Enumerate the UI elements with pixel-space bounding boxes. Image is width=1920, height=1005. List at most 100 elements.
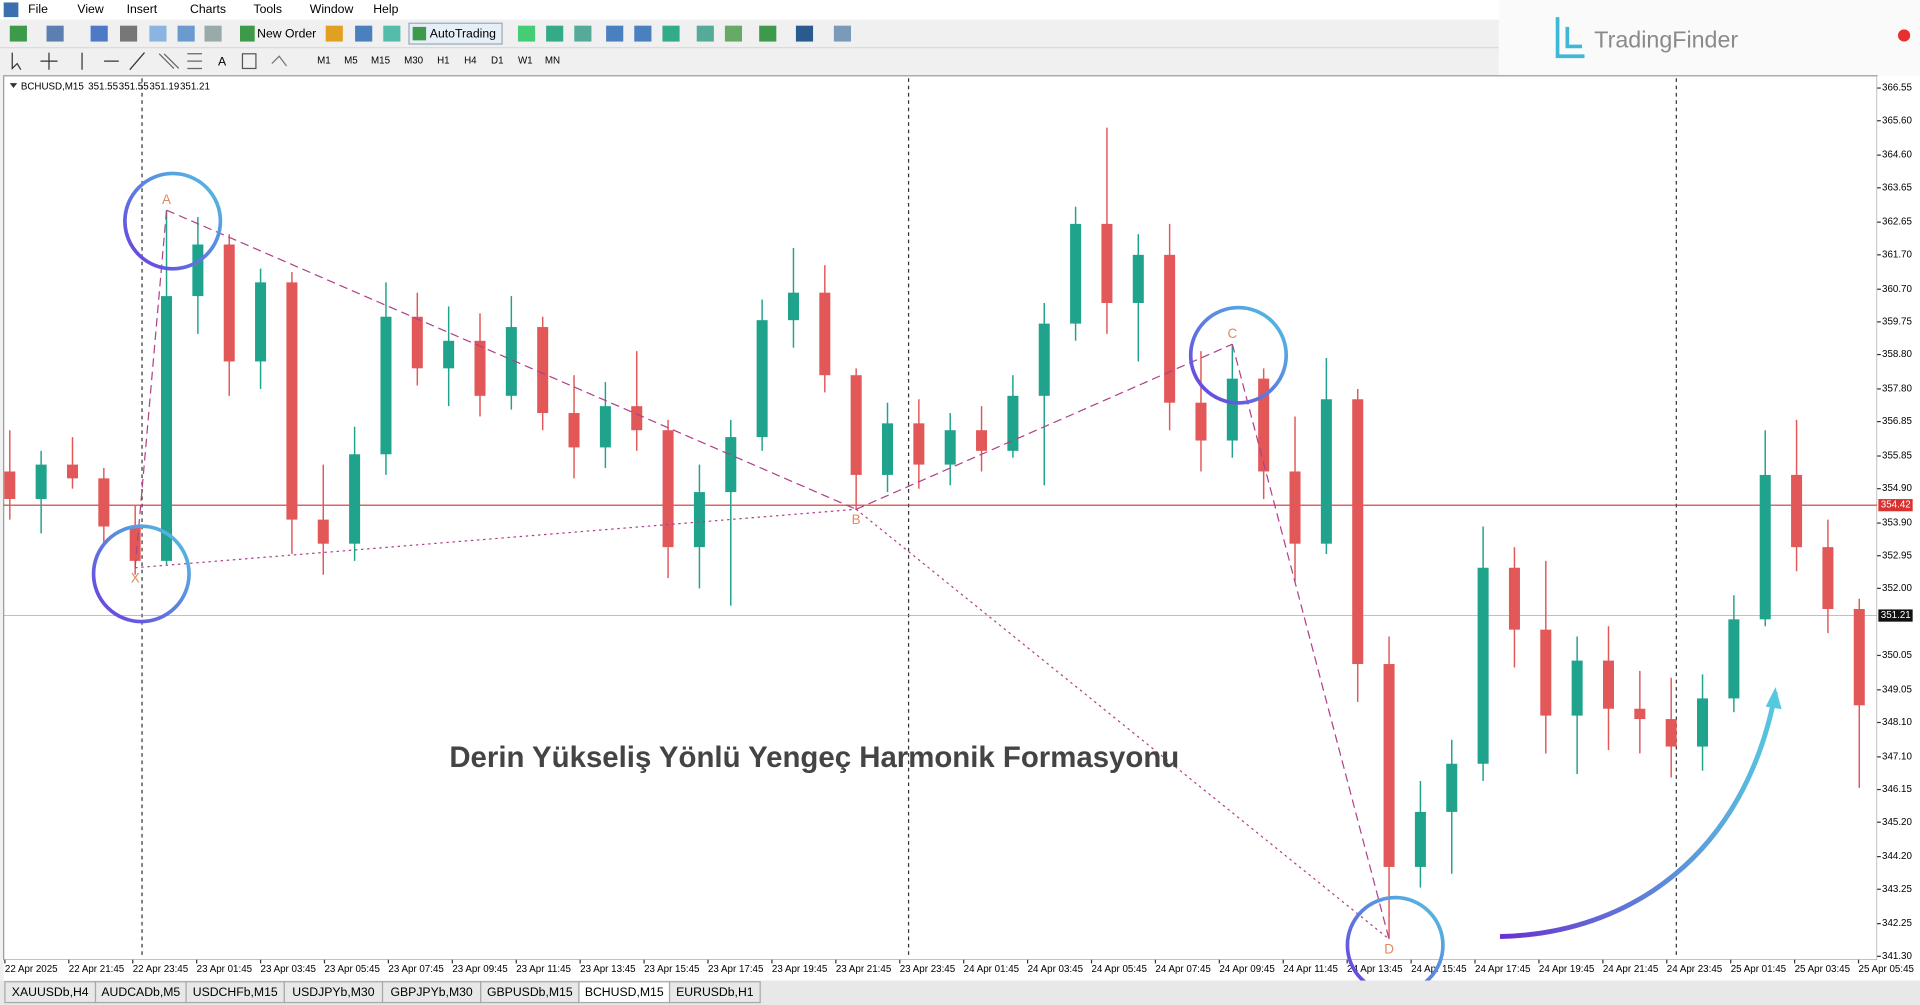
tool-icon[interactable] bbox=[724, 25, 743, 42]
timeframe-button[interactable]: M30 bbox=[404, 56, 424, 67]
timeframe-button[interactable]: M1 bbox=[317, 56, 331, 67]
candle-body bbox=[693, 492, 705, 548]
menu-item[interactable]: File bbox=[28, 2, 48, 16]
timeframe-button[interactable]: M5 bbox=[344, 56, 358, 67]
y-tick-label: 347.10 bbox=[1882, 751, 1912, 762]
pattern-leg bbox=[134, 210, 168, 568]
candle-body bbox=[1540, 629, 1552, 716]
candle-body bbox=[882, 423, 894, 475]
line-tools[interactable] bbox=[158, 53, 203, 70]
tool-icon[interactable] bbox=[662, 25, 680, 42]
timeframe-button[interactable]: D1 bbox=[491, 56, 503, 67]
tool-icon[interactable] bbox=[574, 25, 592, 42]
candle-body bbox=[1759, 474, 1771, 620]
candle-body bbox=[819, 292, 831, 376]
toolbar: A New Order AutoTrading M1 M5 M15 M30 H1 H4 D1 W1… bbox=[9, 22, 852, 71]
new-order-label[interactable]: New Order bbox=[257, 26, 316, 40]
chart-tab-label[interactable]: BCHUSD,M15 bbox=[585, 985, 664, 999]
candle-body bbox=[850, 375, 862, 475]
candle-body bbox=[66, 464, 78, 479]
tool-icon[interactable] bbox=[177, 25, 195, 42]
timeframe-button[interactable]: M15 bbox=[371, 56, 391, 67]
auto-trading-button[interactable] bbox=[408, 22, 503, 45]
chart-tab-label[interactable]: USDCHFb,M15 bbox=[193, 985, 278, 999]
tool-icon[interactable] bbox=[759, 25, 777, 42]
candle-body bbox=[1195, 402, 1207, 441]
y-tick-label: 354.90 bbox=[1882, 483, 1912, 494]
tool-icon[interactable] bbox=[634, 25, 652, 42]
candle-body bbox=[1602, 660, 1614, 709]
label-tool[interactable] bbox=[241, 53, 257, 70]
app-icon bbox=[3, 2, 19, 18]
timeframe-button[interactable]: H4 bbox=[464, 56, 477, 67]
x-tick-label: 24 Apr 21:45 bbox=[1603, 964, 1659, 975]
candle-body bbox=[255, 282, 267, 362]
cursor-tool[interactable] bbox=[11, 52, 22, 71]
crosshair-tool[interactable] bbox=[40, 52, 58, 70]
tool-icon[interactable] bbox=[120, 25, 138, 42]
timeframe-button[interactable]: W1 bbox=[518, 56, 533, 67]
chart-symbol: BCHUSD,M15 bbox=[21, 81, 85, 92]
candle-body bbox=[35, 464, 47, 499]
price-level-box bbox=[1878, 499, 1913, 512]
menu-item[interactable]: Tools bbox=[253, 2, 282, 16]
header-price: 351.55 bbox=[119, 81, 149, 92]
x-tick-label: 22 Apr 2025 bbox=[5, 964, 58, 975]
line-tools[interactable] bbox=[81, 52, 145, 71]
x-tick-label: 23 Apr 11:45 bbox=[516, 964, 571, 975]
chart-tab-label[interactable]: GBPUSDb,M15 bbox=[487, 985, 573, 999]
tool-icon[interactable] bbox=[546, 25, 564, 42]
tool-icon[interactable] bbox=[517, 25, 536, 42]
tool-icon[interactable] bbox=[149, 25, 167, 42]
tool-icon[interactable] bbox=[696, 25, 714, 42]
x-tick-label: 23 Apr 21:45 bbox=[836, 964, 892, 975]
tool-icon[interactable] bbox=[9, 25, 27, 42]
tool-icon[interactable] bbox=[606, 25, 624, 42]
chart-tab-label[interactable]: XAUUSDb,H4 bbox=[12, 985, 89, 999]
x-tick-label: 23 Apr 13:45 bbox=[580, 964, 636, 975]
y-tick-label: 363.65 bbox=[1882, 182, 1912, 193]
trend-arrow-head bbox=[1765, 687, 1782, 710]
chart-tab-label[interactable]: USDJPYb,M30 bbox=[292, 985, 374, 999]
tool-icon[interactable] bbox=[355, 25, 373, 42]
chart-tab-label[interactable]: EURUSDb,H1 bbox=[676, 985, 754, 999]
candle-body bbox=[1697, 698, 1709, 747]
menu-item[interactable]: Window bbox=[310, 2, 354, 16]
tool-icon[interactable] bbox=[795, 25, 814, 42]
candle-body bbox=[568, 413, 580, 448]
text-tool[interactable]: A bbox=[218, 55, 227, 69]
menu-item[interactable]: Charts bbox=[190, 2, 226, 16]
candle-body bbox=[223, 244, 235, 362]
candle-body bbox=[1414, 811, 1426, 867]
y-tick-label: 361.70 bbox=[1882, 249, 1912, 260]
x-tick-label: 25 Apr 05:45 bbox=[1859, 964, 1915, 975]
candle-body bbox=[662, 430, 674, 548]
chart-tab[interactable] bbox=[668, 981, 761, 1004]
x-tick-label: 24 Apr 11:45 bbox=[1283, 964, 1338, 975]
highlight-ring bbox=[91, 524, 191, 624]
tool-icon[interactable] bbox=[325, 25, 343, 42]
chart-menu-arrow[interactable] bbox=[9, 83, 18, 89]
timeframe-button[interactable]: H1 bbox=[437, 56, 449, 67]
x-tick-label: 23 Apr 17:45 bbox=[708, 964, 764, 975]
shapes-tool[interactable] bbox=[271, 55, 288, 67]
tool-icon[interactable] bbox=[383, 25, 401, 42]
menu-item[interactable]: View bbox=[77, 2, 103, 16]
tool-icon[interactable] bbox=[204, 25, 222, 42]
price-level-box bbox=[1878, 609, 1913, 622]
price-axis bbox=[1877, 75, 1920, 960]
new-order-icon[interactable] bbox=[240, 25, 255, 42]
timeframe-button[interactable]: MN bbox=[545, 56, 560, 67]
tool-icon[interactable] bbox=[46, 25, 64, 42]
candle-body bbox=[1289, 471, 1301, 544]
menu-item[interactable]: Help bbox=[373, 2, 398, 16]
tool-icon[interactable] bbox=[833, 25, 852, 42]
tool-icon[interactable] bbox=[90, 25, 108, 42]
menu-item[interactable]: Insert bbox=[127, 2, 158, 16]
y-tick-label: 360.70 bbox=[1882, 284, 1912, 295]
chart-tab-label[interactable]: AUDCADb,M5 bbox=[101, 985, 180, 999]
auto-trading-label[interactable]: AutoTrading bbox=[430, 26, 496, 40]
candle-body bbox=[161, 296, 173, 561]
x-tick-label: 23 Apr 01:45 bbox=[197, 964, 253, 975]
chart-tab-label[interactable]: GBPJPYb,M30 bbox=[391, 985, 473, 999]
